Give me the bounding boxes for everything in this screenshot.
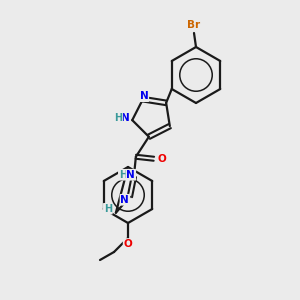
- Text: H: H: [104, 204, 112, 214]
- Text: N: N: [127, 170, 135, 180]
- Text: O: O: [124, 239, 132, 249]
- Text: N: N: [121, 195, 129, 205]
- Text: O: O: [158, 154, 166, 164]
- Text: H: H: [114, 113, 122, 123]
- Text: H: H: [119, 170, 127, 180]
- Text: Br: Br: [188, 20, 201, 30]
- Text: N: N: [140, 91, 148, 101]
- Text: N: N: [121, 113, 130, 123]
